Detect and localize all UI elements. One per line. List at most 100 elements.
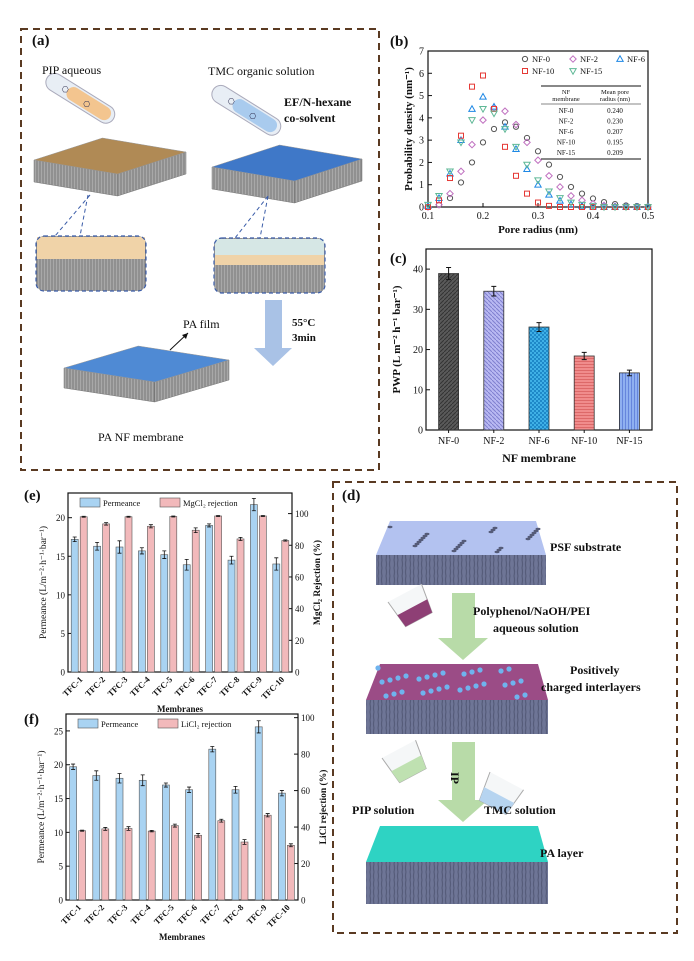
pore [527,535,533,539]
table-header: NF [562,89,571,96]
point-nf-10 [557,204,563,210]
particle [469,669,475,675]
pore [455,545,461,549]
table-cell: NF-10 [557,139,576,147]
error-bar [491,285,497,297]
zoom-border [35,235,147,292]
green-arrow-icon [438,593,488,660]
xtick-label: TFC-3 [105,674,129,698]
rejection-bar [147,830,156,901]
xtick-label: TFC-6 [175,902,199,926]
error-bar [581,351,587,361]
pore [494,550,500,554]
point-nf-0 [479,139,487,146]
panel-c-label: (c) [390,251,407,267]
zoom-lines-pip [54,194,91,237]
error-bar [207,523,212,528]
panel-d-label: (d) [342,488,361,504]
permeance-bar [272,563,281,673]
3.yticks_right-tick-label: 60 [301,786,311,796]
3.yticks_right-tick-label: 40 [301,823,311,833]
legend-swatch [79,497,101,508]
point-nf-10 [546,202,552,209]
3.yticks_right-tick-label: 80 [301,750,311,760]
1.yticks-tick-label: 20 [413,345,423,356]
xtick-label: TFC-8 [221,902,245,926]
pore [412,544,418,548]
point-nf-10 [502,143,508,150]
error-bar [274,557,279,571]
plot-f-ylabel-right: LiCl rejection (%) [318,770,329,845]
point-nf-15 [643,204,653,212]
plot-b-xtick-label: 0.5 [642,211,655,222]
plot-b-xtick-label: 0.2 [477,211,490,222]
error-bar [162,550,167,559]
down-arrow-icon [254,300,292,366]
permeance-bar [185,789,193,901]
particle [477,667,483,673]
time-label: 3min [292,332,316,344]
interlayer-label-1: Positively [570,663,620,677]
point-nf-15 [467,117,477,125]
error-bar [80,829,85,832]
point-nf-2 [556,183,564,191]
point-nf-2 [534,156,542,165]
point-nf-0 [490,125,498,133]
plot-e-xlabel: Membranes [157,704,203,714]
plot-c-xlabel: NF membrane [502,451,577,465]
pore [453,547,459,551]
error-bar [104,522,109,526]
point-nf-2 [567,191,575,200]
point-nf-0 [534,148,542,155]
plot-f-xlabel: Membranes [159,932,205,942]
error-bar [229,555,234,565]
psf-substrate-label: PSF substrate [550,540,622,554]
beaker-liquid [397,599,433,627]
point-nf-15 [621,204,631,212]
particle [481,681,487,687]
point-nf-15 [489,110,499,118]
point-nf-10 [458,132,464,139]
error-bar [187,786,192,793]
pore [457,543,463,547]
error-bar [446,267,452,281]
point-nf-15 [632,204,642,212]
3.yticks-tick-label: 0 [59,896,64,906]
error-bar [210,746,215,753]
point-nf-2 [468,140,476,149]
error-bar [72,536,77,543]
plot-b-ytick-label: 2 [419,158,424,169]
particle [506,666,512,672]
error-bar [139,547,144,555]
molecule-icon: ⬡ [247,110,258,121]
tmc-organic-label: TMC organic solution [208,64,315,78]
permeance-bar [138,550,146,673]
point-nf-0 [512,123,520,130]
panel-a-label: (a) [32,33,50,49]
2.yticks_right-tick-label: 40 [295,604,305,614]
pore [418,538,424,542]
permeance-bar [162,784,170,901]
error-bar [283,539,288,542]
pa-nf-membrane-label: PA NF membrane [98,430,184,444]
tmc-solution-label: TMC solution [484,803,556,817]
particle [502,682,508,688]
permeance-bar [278,792,286,901]
point-nf-6 [522,164,532,173]
pa-film-label: PA film [183,317,220,331]
cosolvent-label-2: co-solvent [284,111,336,125]
plot-b-xtick-label: 0.3 [532,211,545,222]
error-bar [117,540,122,554]
point-nf-6 [478,92,488,100]
1.yticks-tick-label: 30 [413,305,423,316]
slab-top-surface [376,521,546,555]
error-bar [219,818,224,823]
permeance-bar [205,525,213,673]
rejection-bar [171,825,179,901]
molecule-icon: ⬡ [81,98,92,109]
xtick-label: TFC-4 [129,902,154,927]
point-nf-0 [523,134,531,142]
pore [533,529,539,533]
xtick-label: NF-15 [616,436,642,447]
point-nf-10 [425,204,431,210]
